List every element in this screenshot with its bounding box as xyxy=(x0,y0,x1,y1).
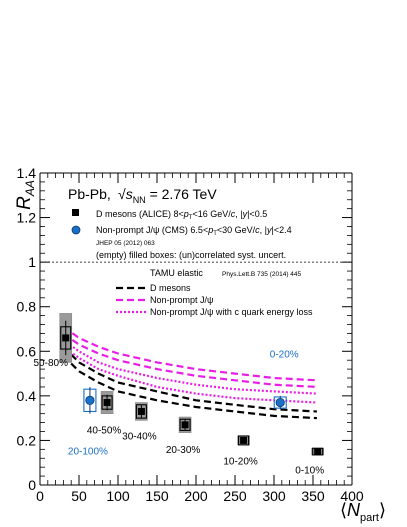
system-label: Pb-Pb, xyxy=(68,186,111,202)
d-meson-marker xyxy=(314,448,322,456)
jpsi-marker xyxy=(85,395,95,405)
model-legend-d: D mesons xyxy=(150,283,191,293)
y-tick-label: 0.8 xyxy=(17,299,37,315)
model-legend-jpsi: Non-prompt J/ψ xyxy=(150,295,213,305)
y-tick-label: 1.4 xyxy=(17,165,37,181)
centrality-label: 30-40% xyxy=(122,431,157,442)
boxes-note: (empty) filled boxes: (un)correlated sys… xyxy=(96,250,286,260)
x-tick-label: 400 xyxy=(340,488,364,504)
axes: 0 0.2 0.4 0.6 0.8 1 1.2 1.4 0 50 100 150 200 250 300 35… xyxy=(17,165,364,504)
centrality-label: 20-30% xyxy=(166,445,201,456)
d-meson-marker xyxy=(103,399,111,407)
d-meson-marker xyxy=(240,436,248,444)
x-tick-label: 0 xyxy=(36,488,44,504)
d-meson-marker xyxy=(137,407,145,415)
syst-box-correlated xyxy=(238,435,250,446)
curve-d-mesons-low xyxy=(62,354,317,420)
model-reference: Phys.Lett.B 735 (2014) 445 xyxy=(222,271,302,278)
syst-box-correlated xyxy=(135,404,147,419)
x-tick-label: 250 xyxy=(223,488,247,504)
y-axis-label: RAA xyxy=(14,180,37,210)
d-meson-marker xyxy=(62,334,70,342)
model-curves xyxy=(62,325,317,420)
y-tick-label: 1 xyxy=(28,254,36,270)
legend-d-mesons: D mesons (ALICE) 8<pT<16 GeV/c, |y|<0.5 xyxy=(96,209,267,221)
legend-circle-marker xyxy=(71,225,81,235)
centrality-label: 0-10% xyxy=(295,466,324,477)
data-points: 50-80% 40-50%30-40% 20-30% 10-20% 0-10% 20-10… xyxy=(34,320,324,477)
jpsi-centrality-label: 20-100% xyxy=(68,446,108,457)
energy-label: √sNN = 2.76 TeV xyxy=(118,186,217,205)
cms-reference: JHEP 05 (2012) 063 xyxy=(96,240,155,247)
legend-nonprompt-jpsi: Non-prompt J/ψ (CMS) 6.5<pT<30 GeV/c, |y… xyxy=(96,225,292,237)
x-tick-label: 100 xyxy=(106,488,130,504)
y-tick-label: 0 xyxy=(28,477,36,493)
curve-d-mesons-high xyxy=(62,346,317,413)
y-tick-label: 0.2 xyxy=(17,432,37,448)
y-tick-label: 1.2 xyxy=(17,210,37,226)
legend-square-marker xyxy=(72,209,79,216)
centrality-label: 10-20% xyxy=(223,456,258,467)
x-tick-label: 200 xyxy=(184,488,208,504)
centrality-label: 50-80% xyxy=(34,358,69,369)
x-tick-label: 300 xyxy=(262,488,286,504)
y-tick-label: 0.6 xyxy=(17,343,37,359)
model-legend-jpsi-eloss: Non-prompt J/ψ with c quark energy loss xyxy=(150,307,313,317)
jpsi-centrality-label: 0-20% xyxy=(270,350,299,361)
model-title: TAMU elastic xyxy=(150,268,203,278)
y-tick-label: 0.4 xyxy=(17,388,37,404)
x-tick-label: 50 xyxy=(71,488,87,504)
centrality-label: 40-50% xyxy=(87,426,122,437)
d-meson-marker xyxy=(181,421,189,429)
x-tick-label: 150 xyxy=(145,488,169,504)
curve-nonprompt-jpsi-high xyxy=(62,325,317,382)
syst-box-correlated xyxy=(179,418,191,431)
x-tick-label: 350 xyxy=(301,488,325,504)
curve-nonprompt-jpsi-low xyxy=(62,332,317,388)
jpsi-marker xyxy=(275,397,285,408)
